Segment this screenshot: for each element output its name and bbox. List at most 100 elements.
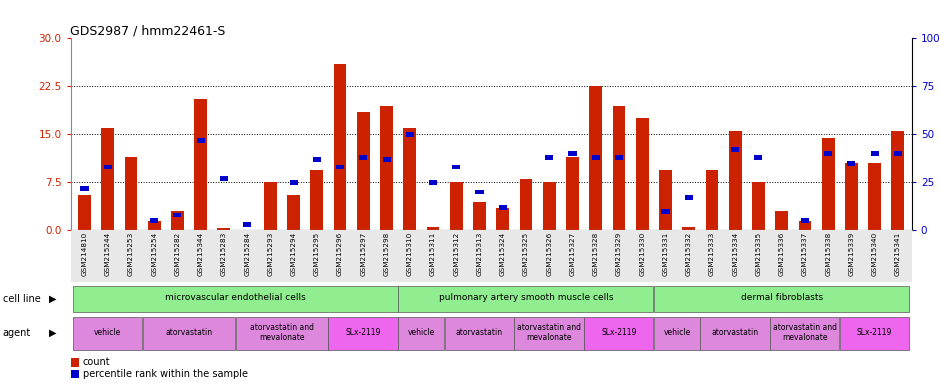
Text: GSM215331: GSM215331 <box>663 232 668 276</box>
Text: GSM215296: GSM215296 <box>337 232 343 276</box>
Text: GSM215329: GSM215329 <box>616 232 622 276</box>
Text: count: count <box>83 358 110 367</box>
Text: atorvastatin and
mevalonate: atorvastatin and mevalonate <box>250 323 314 342</box>
Bar <box>754 155 762 160</box>
Text: GSM215344: GSM215344 <box>197 232 204 276</box>
Bar <box>450 182 462 230</box>
Text: GSM215297: GSM215297 <box>360 232 367 276</box>
Text: GSM215326: GSM215326 <box>546 232 553 276</box>
Bar <box>173 213 181 217</box>
Bar <box>845 163 858 230</box>
Text: agent: agent <box>3 328 31 338</box>
Text: ▶: ▶ <box>49 294 56 304</box>
Bar <box>615 155 623 160</box>
Text: GSM214810: GSM214810 <box>82 232 87 276</box>
Bar <box>752 182 765 230</box>
Text: atorvastatin: atorvastatin <box>456 328 503 337</box>
Bar <box>406 132 414 137</box>
Text: cell line: cell line <box>3 294 40 304</box>
Text: GSM215325: GSM215325 <box>523 232 529 276</box>
Text: GSM215293: GSM215293 <box>267 232 274 276</box>
Bar <box>770 317 839 349</box>
Bar <box>776 211 788 230</box>
Bar <box>171 211 184 230</box>
Text: GSM215283: GSM215283 <box>221 232 227 276</box>
Bar <box>70 230 912 282</box>
Bar <box>445 317 514 349</box>
Bar <box>103 165 112 169</box>
Text: vehicle: vehicle <box>94 328 121 337</box>
Text: GSM215253: GSM215253 <box>128 232 133 276</box>
Bar <box>869 163 881 230</box>
Text: GSM215335: GSM215335 <box>756 232 761 276</box>
Bar <box>264 182 276 230</box>
Bar <box>589 86 603 230</box>
Bar <box>569 151 576 156</box>
Text: SLx-2119: SLx-2119 <box>346 328 381 337</box>
Text: GSM215334: GSM215334 <box>732 232 738 276</box>
Text: GSM215330: GSM215330 <box>639 232 645 276</box>
Bar <box>243 222 251 227</box>
Text: vehicle: vehicle <box>664 328 691 337</box>
Text: GSM215333: GSM215333 <box>709 232 715 276</box>
Text: GSM215311: GSM215311 <box>430 232 436 276</box>
Bar <box>700 317 770 349</box>
Bar <box>72 317 142 349</box>
Bar <box>236 317 328 349</box>
Bar <box>196 138 205 142</box>
Text: GSM215298: GSM215298 <box>384 232 389 276</box>
Text: GSM215339: GSM215339 <box>849 232 854 276</box>
Bar <box>731 147 739 152</box>
Text: vehicle: vehicle <box>408 328 435 337</box>
Bar <box>313 157 321 162</box>
Bar <box>476 190 483 194</box>
Text: GSM215337: GSM215337 <box>802 232 807 276</box>
Bar <box>496 208 509 230</box>
Bar <box>822 137 835 230</box>
Bar <box>662 209 669 214</box>
Bar <box>143 317 235 349</box>
Bar <box>399 317 445 349</box>
Text: GSM215284: GSM215284 <box>244 232 250 276</box>
Text: GSM215341: GSM215341 <box>895 232 901 276</box>
Text: SLx-2119: SLx-2119 <box>857 328 892 337</box>
Text: GSM215328: GSM215328 <box>593 232 599 276</box>
Text: SLx-2119: SLx-2119 <box>602 328 636 337</box>
Text: atorvastatin: atorvastatin <box>165 328 212 337</box>
Bar <box>824 151 832 156</box>
Bar <box>543 182 556 230</box>
Text: atorvastatin: atorvastatin <box>712 328 759 337</box>
Bar <box>847 161 855 166</box>
Bar <box>728 131 742 230</box>
Bar <box>220 176 228 181</box>
Bar <box>894 151 901 156</box>
Bar <box>654 286 909 311</box>
Bar <box>328 317 398 349</box>
Bar <box>336 165 344 169</box>
Bar <box>427 227 439 230</box>
Bar <box>545 155 554 160</box>
Text: GSM215294: GSM215294 <box>290 232 297 276</box>
Text: GSM215324: GSM215324 <box>500 232 506 276</box>
Bar <box>124 157 137 230</box>
Text: dermal fibroblasts: dermal fibroblasts <box>741 293 822 303</box>
Text: microvascular endothelial cells: microvascular endothelial cells <box>165 293 306 303</box>
Text: GSM215332: GSM215332 <box>685 232 692 276</box>
Text: GDS2987 / hmm22461-S: GDS2987 / hmm22461-S <box>70 25 226 38</box>
Text: GSM215244: GSM215244 <box>104 232 111 276</box>
Bar <box>383 157 391 162</box>
Text: percentile rank within the sample: percentile rank within the sample <box>83 369 248 379</box>
Text: GSM215336: GSM215336 <box>778 232 785 276</box>
Bar <box>613 106 625 230</box>
Bar <box>870 151 879 156</box>
Bar <box>591 155 600 160</box>
Bar <box>78 195 91 230</box>
Text: GSM215338: GSM215338 <box>825 232 831 276</box>
Text: GSM215295: GSM215295 <box>314 232 320 276</box>
Bar <box>684 195 693 200</box>
Bar <box>310 170 323 230</box>
Bar <box>659 170 672 230</box>
Bar <box>403 128 416 230</box>
Bar <box>801 218 809 223</box>
Bar <box>839 317 909 349</box>
